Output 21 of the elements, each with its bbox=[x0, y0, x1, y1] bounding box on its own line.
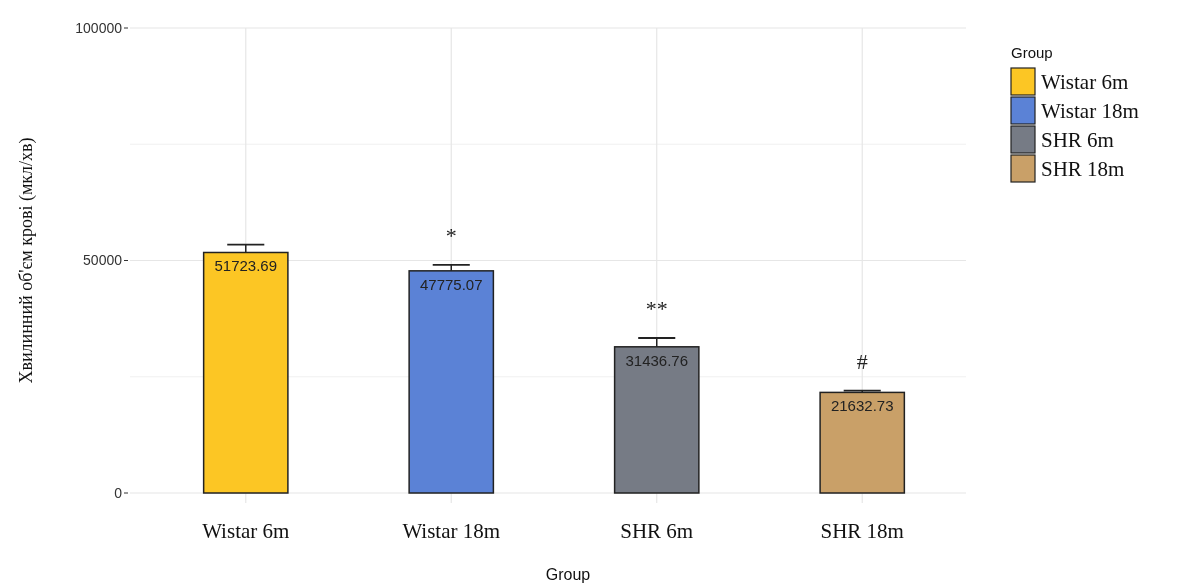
data-label: 47775.07 bbox=[419, 275, 483, 293]
legend-label: Wistar 6m bbox=[1041, 70, 1129, 95]
x-tick-label: SHR 18m bbox=[820, 519, 904, 543]
x-tick-label: SHR 6m bbox=[620, 519, 694, 543]
data-label: 51723.69 bbox=[214, 257, 278, 275]
y-tick-label: 50000 bbox=[83, 252, 123, 269]
y-tick-label: 0 bbox=[114, 484, 123, 501]
data-label: 21632.73 bbox=[830, 397, 894, 415]
y-axis-title: Хвилинний об'єм крові (мкл/хв) bbox=[16, 137, 37, 384]
x-axis-title: Group bbox=[545, 566, 591, 583]
annotation: * bbox=[445, 222, 457, 248]
x-tick-label: Wistar 18m bbox=[402, 519, 501, 543]
legend-title: Group bbox=[1011, 44, 1053, 61]
annotation: ** bbox=[645, 295, 668, 321]
legend-label: SHR 6m bbox=[1041, 128, 1114, 153]
y-tick-label: 100000 bbox=[75, 19, 123, 36]
legend-label: Wistar 18m bbox=[1041, 99, 1139, 124]
annotation: # bbox=[856, 348, 868, 374]
data-label: 31436.76 bbox=[625, 351, 689, 369]
x-tick-label: Wistar 6m bbox=[202, 519, 290, 543]
legend-label: SHR 18m bbox=[1041, 157, 1125, 182]
